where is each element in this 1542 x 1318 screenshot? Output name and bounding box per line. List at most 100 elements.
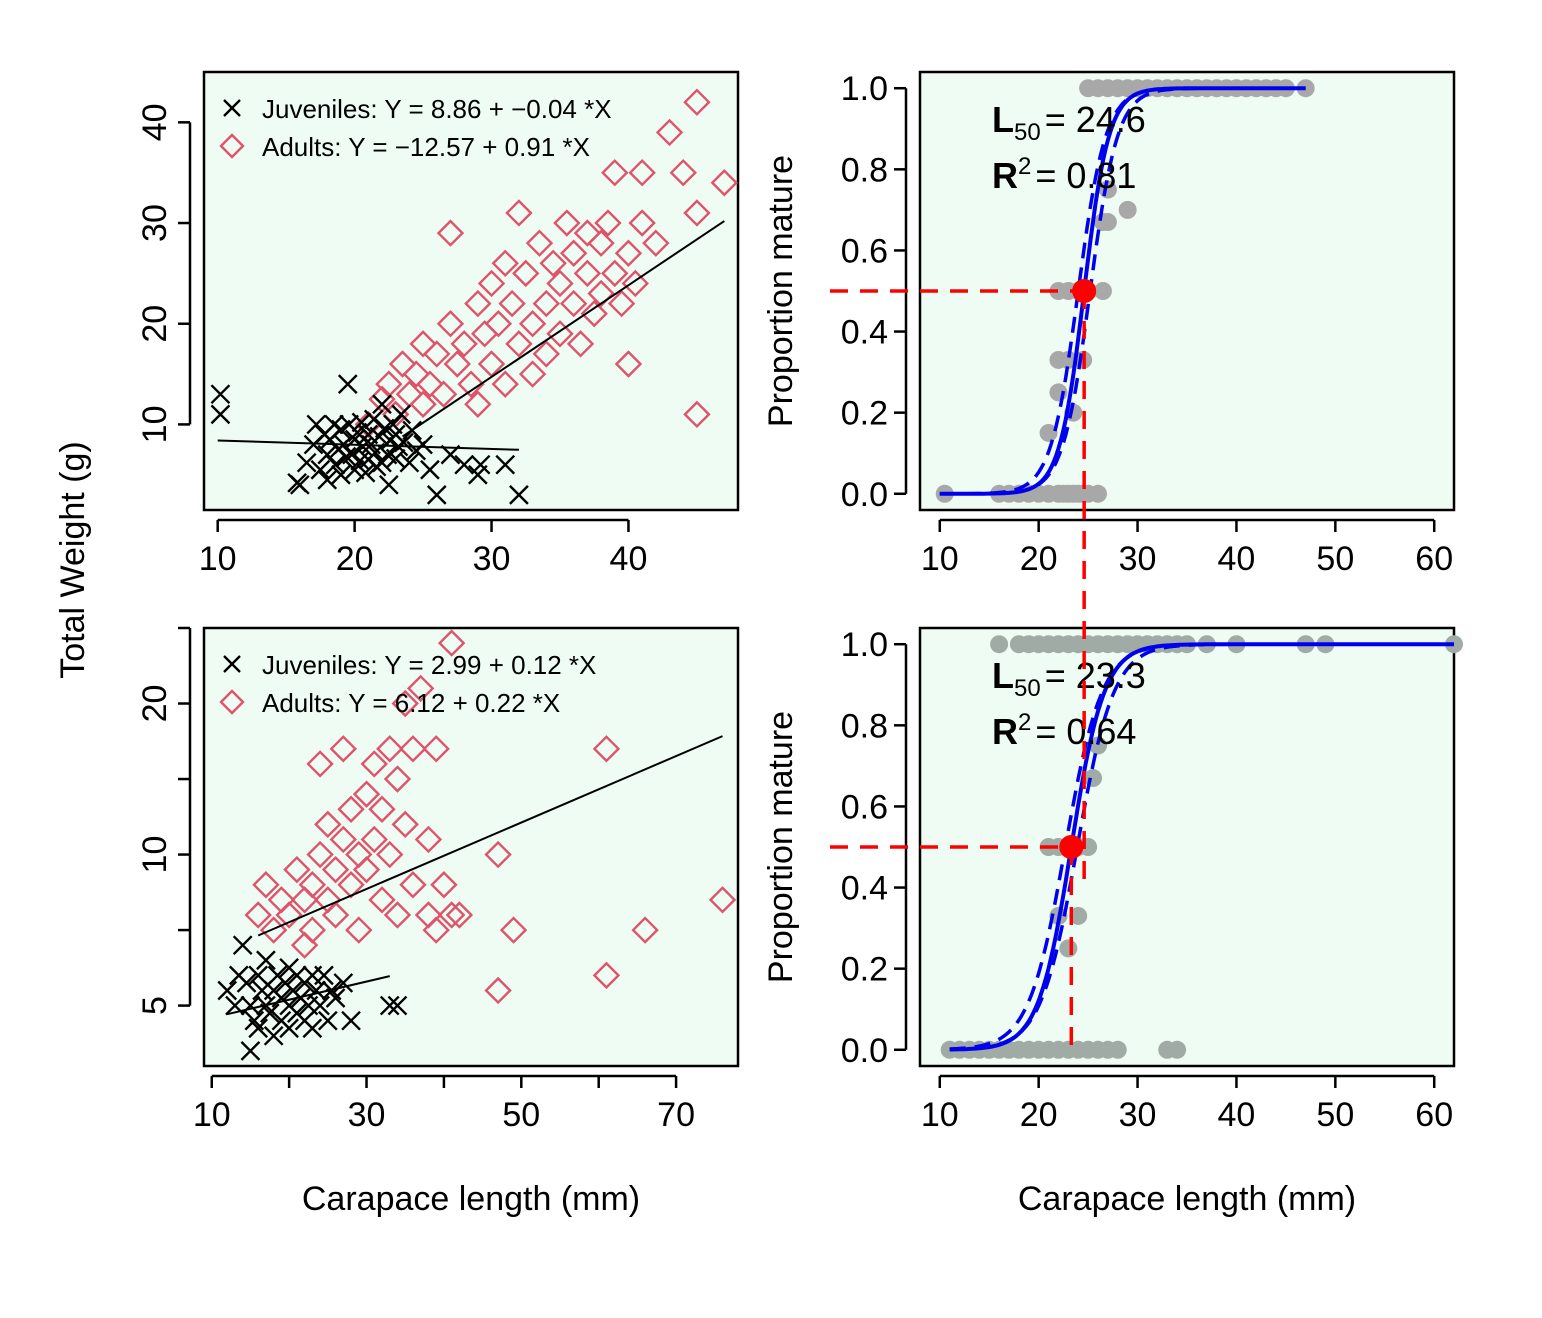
juvenile-point xyxy=(372,394,392,415)
cross-stroke xyxy=(351,412,372,433)
y-tick-label: 0.4 xyxy=(841,870,888,908)
cross-stroke xyxy=(248,965,269,986)
adult-point xyxy=(464,289,492,318)
adult-point xyxy=(642,229,670,257)
juvenile-point xyxy=(210,384,231,405)
cross-stroke xyxy=(263,1025,284,1046)
legend-adult-label: Adults: Y = 6.12 + 0.22 *X xyxy=(262,688,560,718)
juvenile-point xyxy=(426,485,447,505)
legend-adult-marker xyxy=(219,133,245,159)
juvenile-point xyxy=(331,464,351,485)
juvenile-point xyxy=(352,436,373,457)
adult-point xyxy=(484,840,512,869)
x-axis-label: Carapace length (mm) xyxy=(1018,1180,1356,1218)
y-tick-label: 20 xyxy=(136,685,174,723)
y-tick-label: 1.0 xyxy=(841,70,888,108)
adult-point xyxy=(429,380,458,408)
observed-proportion-point xyxy=(1168,1040,1187,1059)
r2-symbol: R xyxy=(992,711,1018,752)
observed-proportion-point xyxy=(1039,423,1058,442)
adult-point xyxy=(592,961,621,990)
adult-point xyxy=(532,340,561,368)
juvenile-point xyxy=(248,1018,269,1039)
juvenile-point xyxy=(279,1018,299,1039)
y-tick-label: 0.4 xyxy=(841,314,888,352)
cross-stroke xyxy=(420,459,440,480)
x-tick-label: 10 xyxy=(921,1096,959,1134)
x-tick-label: 30 xyxy=(1119,1096,1157,1134)
x-tick-label: 40 xyxy=(1218,540,1256,578)
adult-point xyxy=(244,901,272,929)
adult-point xyxy=(436,310,465,338)
cross-stroke xyxy=(317,444,338,465)
adult-point xyxy=(399,735,427,763)
observed-proportion-point xyxy=(1089,736,1107,755)
juvenile-point xyxy=(314,965,334,986)
adult-point xyxy=(621,269,650,298)
adult-point xyxy=(436,219,465,247)
cross-stroke xyxy=(495,454,516,475)
cross-stroke xyxy=(454,454,475,475)
x-tick-label: 50 xyxy=(502,1096,540,1134)
adult-point xyxy=(491,249,519,278)
adult-point xyxy=(628,158,656,187)
adult-point xyxy=(484,976,512,1005)
legend-juvenile-label: Juveniles: Y = 8.86 + −0.04 *X xyxy=(262,94,612,124)
adult-point xyxy=(592,735,621,763)
cross-stroke xyxy=(358,424,379,445)
y-tick-label: 1.0 xyxy=(841,626,888,664)
r2-superscript: 2 xyxy=(1018,153,1031,180)
adult-point xyxy=(314,810,342,839)
adult-point xyxy=(539,249,567,278)
y-tick-label: 40 xyxy=(136,103,174,141)
cross-stroke xyxy=(336,446,357,467)
cross-stroke xyxy=(325,454,346,475)
y-tick-label: 0.8 xyxy=(841,707,888,745)
cross-stroke xyxy=(378,474,399,495)
juvenile-point xyxy=(495,454,516,475)
cross-stroke xyxy=(347,422,368,443)
cross-stroke xyxy=(352,436,373,457)
juvenile-point xyxy=(325,988,346,1008)
adult-point xyxy=(416,370,444,398)
juvenile-point xyxy=(337,374,358,394)
y-axis-label: Proportion mature xyxy=(762,711,800,983)
juvenile-point xyxy=(378,474,399,495)
legend-adult-marker xyxy=(219,689,245,715)
legend-juvenile-marker xyxy=(223,99,241,117)
adult-point xyxy=(275,901,303,929)
plot-frame xyxy=(918,626,1456,1068)
adult-point xyxy=(445,901,474,929)
juvenile-fit-line xyxy=(217,439,519,451)
adult-point xyxy=(329,735,358,763)
juvenile-point xyxy=(379,995,400,1016)
maturity-ogive-top-panel: 10 20 30 40 50 60 0.0 0.2 0.4 0.6 0.8 1.0 Proportion… xyxy=(762,70,1456,578)
juvenile-point xyxy=(306,980,327,1001)
adult-point xyxy=(505,199,533,227)
legend-juvenile-marker xyxy=(223,655,241,673)
juvenile-point xyxy=(259,1003,280,1023)
cross-stroke xyxy=(413,434,433,455)
shared-y-axis-label: Total Weight (g) xyxy=(54,441,92,678)
x-tick-label: 40 xyxy=(1218,1096,1256,1134)
adult-point xyxy=(669,158,697,187)
juvenile-point xyxy=(351,412,372,433)
adult-fit-line xyxy=(257,735,723,937)
cross-stroke xyxy=(259,1003,280,1023)
adult-point xyxy=(580,299,608,328)
adult-point xyxy=(376,840,404,869)
r2-value: = 0.81 xyxy=(1035,155,1136,196)
x-tick-label: 30 xyxy=(473,540,511,578)
weight-length-top-panel: 10 20 30 40 10 20 30 40 Juveniles: Y = 8.86 + −0… xyxy=(136,70,740,578)
juvenile-point xyxy=(289,474,310,495)
adult-point xyxy=(337,871,365,899)
adult-point xyxy=(388,350,417,378)
y-tick-label: 0.6 xyxy=(841,232,888,270)
y-tick-label: 0.2 xyxy=(841,951,888,989)
cross-stroke xyxy=(337,374,358,394)
observed-proportion-point xyxy=(1118,200,1137,219)
juvenile-point xyxy=(236,973,257,993)
juvenile-point xyxy=(385,448,406,469)
plot-frame xyxy=(202,70,740,512)
juvenile-point xyxy=(341,1010,361,1031)
